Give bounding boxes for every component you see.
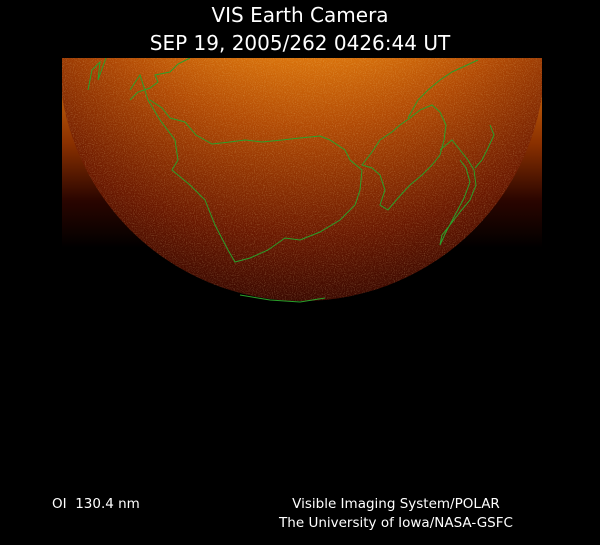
timestamp: SEP 19, 2005/262 0426:44 UT <box>150 31 451 55</box>
earth-image <box>62 58 542 303</box>
credit-line: Visible Imaging System/POLAR <box>292 496 500 512</box>
title: VIS Earth Camera <box>211 3 388 27</box>
wavelength: OI 130.4 nm <box>52 496 140 512</box>
credit-line: The University of Iowa/NASA-GSFC <box>278 515 513 531</box>
coastlines <box>87 58 495 303</box>
